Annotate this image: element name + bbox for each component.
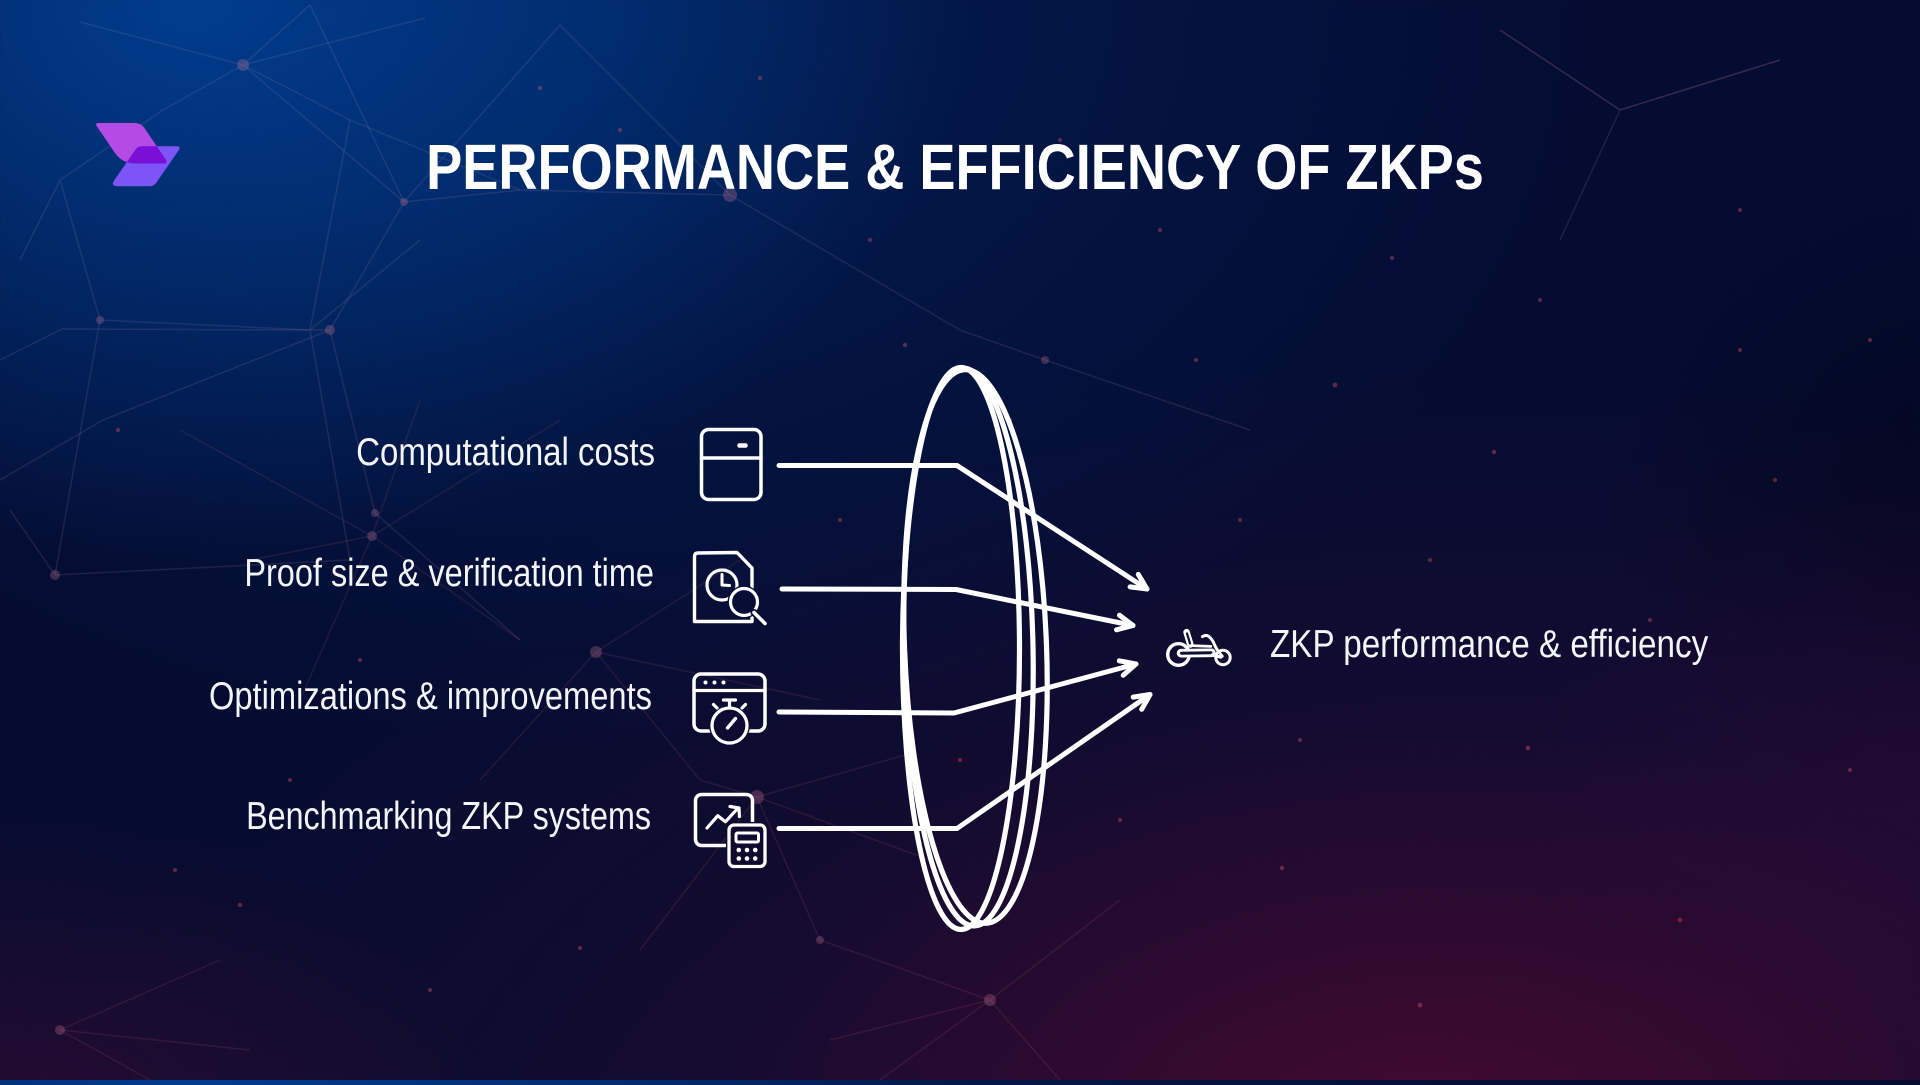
svg-text:Optimizations & improvements: Optimizations & improvements: [209, 673, 652, 717]
svg-text:Benchmarking ZKP systems: Benchmarking ZKP systems: [246, 794, 651, 838]
svg-text:ZKP performance & efficiency: ZKP performance & efficiency: [1270, 621, 1709, 665]
svg-text:PERFORMANCE & EFFICIENCY OF ZK: PERFORMANCE & EFFICIENCY OF ZKPs: [426, 131, 1484, 203]
svg-text:Proof size & verification time: Proof size & verification time: [244, 551, 654, 594]
svg-text:Computational costs: Computational costs: [356, 429, 655, 473]
